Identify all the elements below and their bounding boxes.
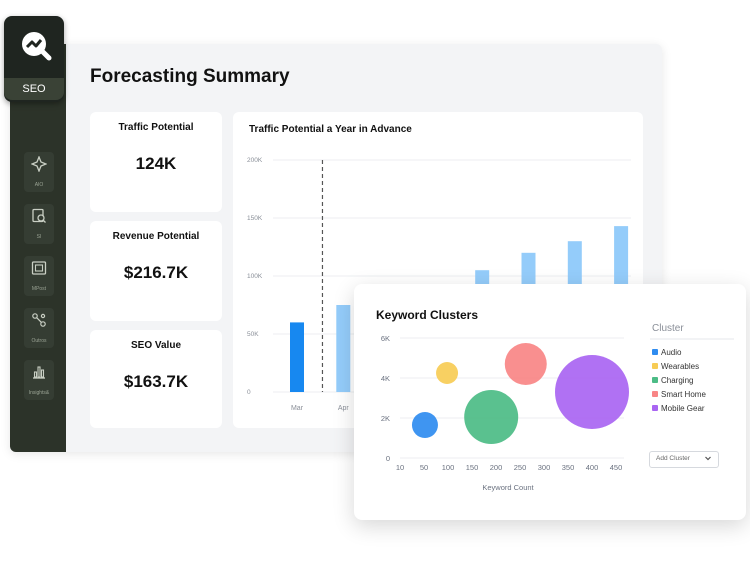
x-tick-label: Mar xyxy=(291,405,304,412)
legend-label: Charging xyxy=(661,376,694,385)
sidebar-item-label: Insights& xyxy=(28,390,50,396)
metric-title: Traffic Potential xyxy=(118,122,194,133)
bar[interactable] xyxy=(290,322,304,392)
app-logo[interactable]: SEO xyxy=(4,16,64,102)
bubble-mobile-gear[interactable] xyxy=(555,355,629,429)
sidebar-item-label: MPost xyxy=(31,286,47,292)
y-tick-label: 150K xyxy=(247,215,263,222)
legend-swatch xyxy=(652,363,658,369)
x-tick-label: 100 xyxy=(442,463,455,472)
chevron-down-icon xyxy=(705,456,711,461)
legend-label: Mobile Gear xyxy=(661,404,705,413)
sidebar-item-mpost[interactable]: MPost xyxy=(24,256,54,296)
bubble-audio[interactable] xyxy=(411,412,438,438)
x-tick-label: 450 xyxy=(610,463,623,472)
metric-title: Revenue Potential xyxy=(112,231,200,242)
seo-value-card: SEO Value $163.7K xyxy=(90,330,222,428)
sidebar-item-label: SI xyxy=(36,234,42,240)
bar-chart-icon xyxy=(33,366,45,379)
bar[interactable] xyxy=(336,305,351,392)
y-tick-label: 100K xyxy=(247,273,263,280)
y-tick-label: 0 xyxy=(386,454,390,463)
bubble-charging[interactable] xyxy=(464,390,519,444)
x-tick-label: Apr xyxy=(338,405,350,412)
x-tick-label: 400 xyxy=(586,463,599,472)
seo-logo-icon xyxy=(22,32,52,61)
legend-swatch xyxy=(652,349,658,355)
legend-label: Audio xyxy=(661,348,682,357)
page-title: Forecasting Summary xyxy=(90,66,290,87)
y-tick-label: 2K xyxy=(381,414,390,423)
x-tick-label: 200 xyxy=(490,463,503,472)
bubble-wearables[interactable] xyxy=(436,362,459,384)
keyword-clusters-panel: Keyword Clusters 6K 4K 2K 0 10 50 100 150 200 250… xyxy=(354,284,746,520)
sparkle-icon xyxy=(31,156,47,172)
y-tick-label: 50K xyxy=(247,331,259,338)
sidebar: AIO SI MPost Outros xyxy=(10,44,66,452)
y-tick-label: 4K xyxy=(381,374,390,383)
legend-label: Wearables xyxy=(661,362,700,371)
image-frame-icon xyxy=(31,261,47,275)
legend-divider xyxy=(650,338,734,340)
x-tick-label: 150 xyxy=(466,463,479,472)
legend-swatch xyxy=(652,405,658,411)
x-tick-label: 50 xyxy=(420,463,428,472)
add-cluster-dropdown[interactable]: Add Cluster xyxy=(649,451,719,468)
x-tick-label: 10 xyxy=(396,463,404,472)
sidebar-item-label: AIO xyxy=(34,182,44,188)
metric-title: SEO Value xyxy=(130,340,182,351)
document-search-icon xyxy=(32,208,46,223)
bubble-smart-home[interactable] xyxy=(504,343,547,385)
x-axis-label: Keyword Count xyxy=(482,483,534,492)
y-tick-label: 200K xyxy=(247,157,263,164)
nodes-icon xyxy=(32,313,46,327)
legend-title: Cluster xyxy=(652,323,684,334)
logo-label: SEO xyxy=(4,78,64,100)
sidebar-item-insights[interactable]: Insights& xyxy=(24,360,54,400)
panel-title: Keyword Clusters xyxy=(376,308,479,322)
x-tick-label: 250 xyxy=(514,463,527,472)
sidebar-item-outros[interactable]: Outros xyxy=(24,308,54,348)
metric-value: 124K xyxy=(135,154,177,173)
chart-title: Traffic Potential a Year in Advance xyxy=(249,124,412,135)
add-cluster-label: Add Cluster xyxy=(656,455,690,462)
y-tick-label: 0 xyxy=(247,389,251,396)
metric-value: $163.7K xyxy=(123,372,189,391)
x-tick-label: 300 xyxy=(538,463,551,472)
metric-value: $216.7K xyxy=(123,263,189,282)
x-tick-label: 350 xyxy=(562,463,575,472)
legend-swatch xyxy=(652,377,658,383)
traffic-potential-card: Traffic Potential 124K xyxy=(90,112,222,212)
revenue-potential-card: Revenue Potential $216.7K xyxy=(90,221,222,321)
y-tick-label: 6K xyxy=(381,334,390,343)
legend-label: Smart Home xyxy=(661,390,706,399)
bubble-chart: 6K 4K 2K 0 10 50 100 150 200 250 300 350 400 450 Keywo… xyxy=(381,334,629,492)
legend-swatch xyxy=(652,391,658,397)
sidebar-item-label: Outros xyxy=(31,338,47,344)
sidebar-item-aio[interactable]: AIO xyxy=(24,152,54,192)
sidebar-item-si[interactable]: SI xyxy=(24,204,54,244)
